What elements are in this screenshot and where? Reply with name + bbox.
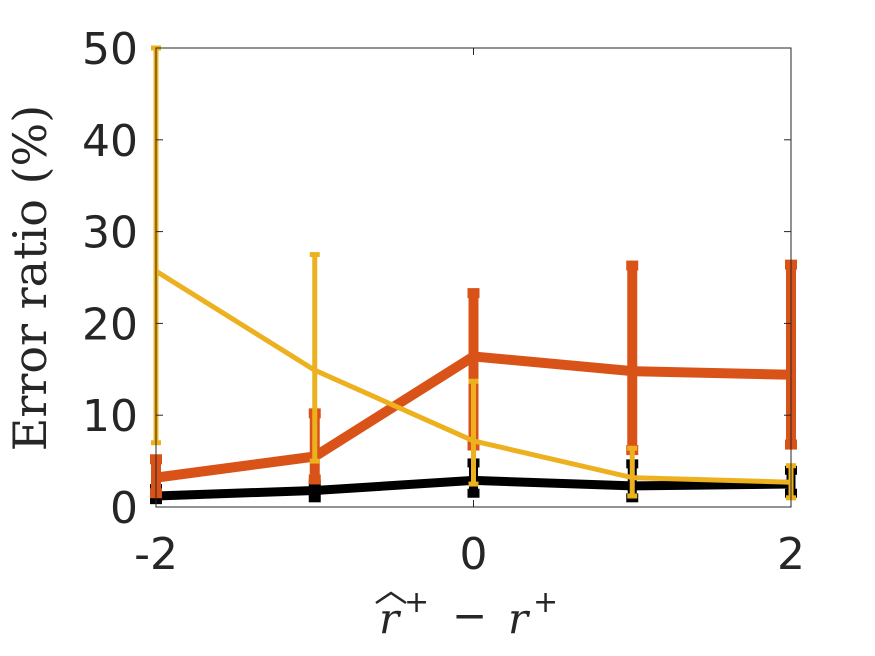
y-tick-label: 30: [82, 208, 138, 259]
y-axis-label: Error ratio (%): [3, 105, 57, 451]
x-axis-label-hat-var: r: [379, 594, 402, 643]
x-axis-label-sup-2: +: [533, 585, 558, 620]
x-axis-label-hat: [375, 591, 407, 605]
x-tick-label: -2: [134, 529, 178, 580]
x-axis-label-var: r: [508, 594, 531, 643]
x-axis-label-sup-1: +: [404, 585, 429, 620]
y-tick-label: 50: [82, 24, 138, 75]
x-tick-label: 2: [777, 529, 805, 580]
y-tick-label: 0: [110, 483, 138, 534]
y-tick-label: 40: [82, 116, 138, 167]
x-tick-label: 0: [460, 529, 488, 580]
y-tick-label: 10: [82, 391, 138, 442]
y-tick-label: 20: [82, 299, 138, 350]
x-axis-label-minus: −: [452, 591, 487, 640]
x-axis-label: r + − r +: [375, 585, 558, 643]
